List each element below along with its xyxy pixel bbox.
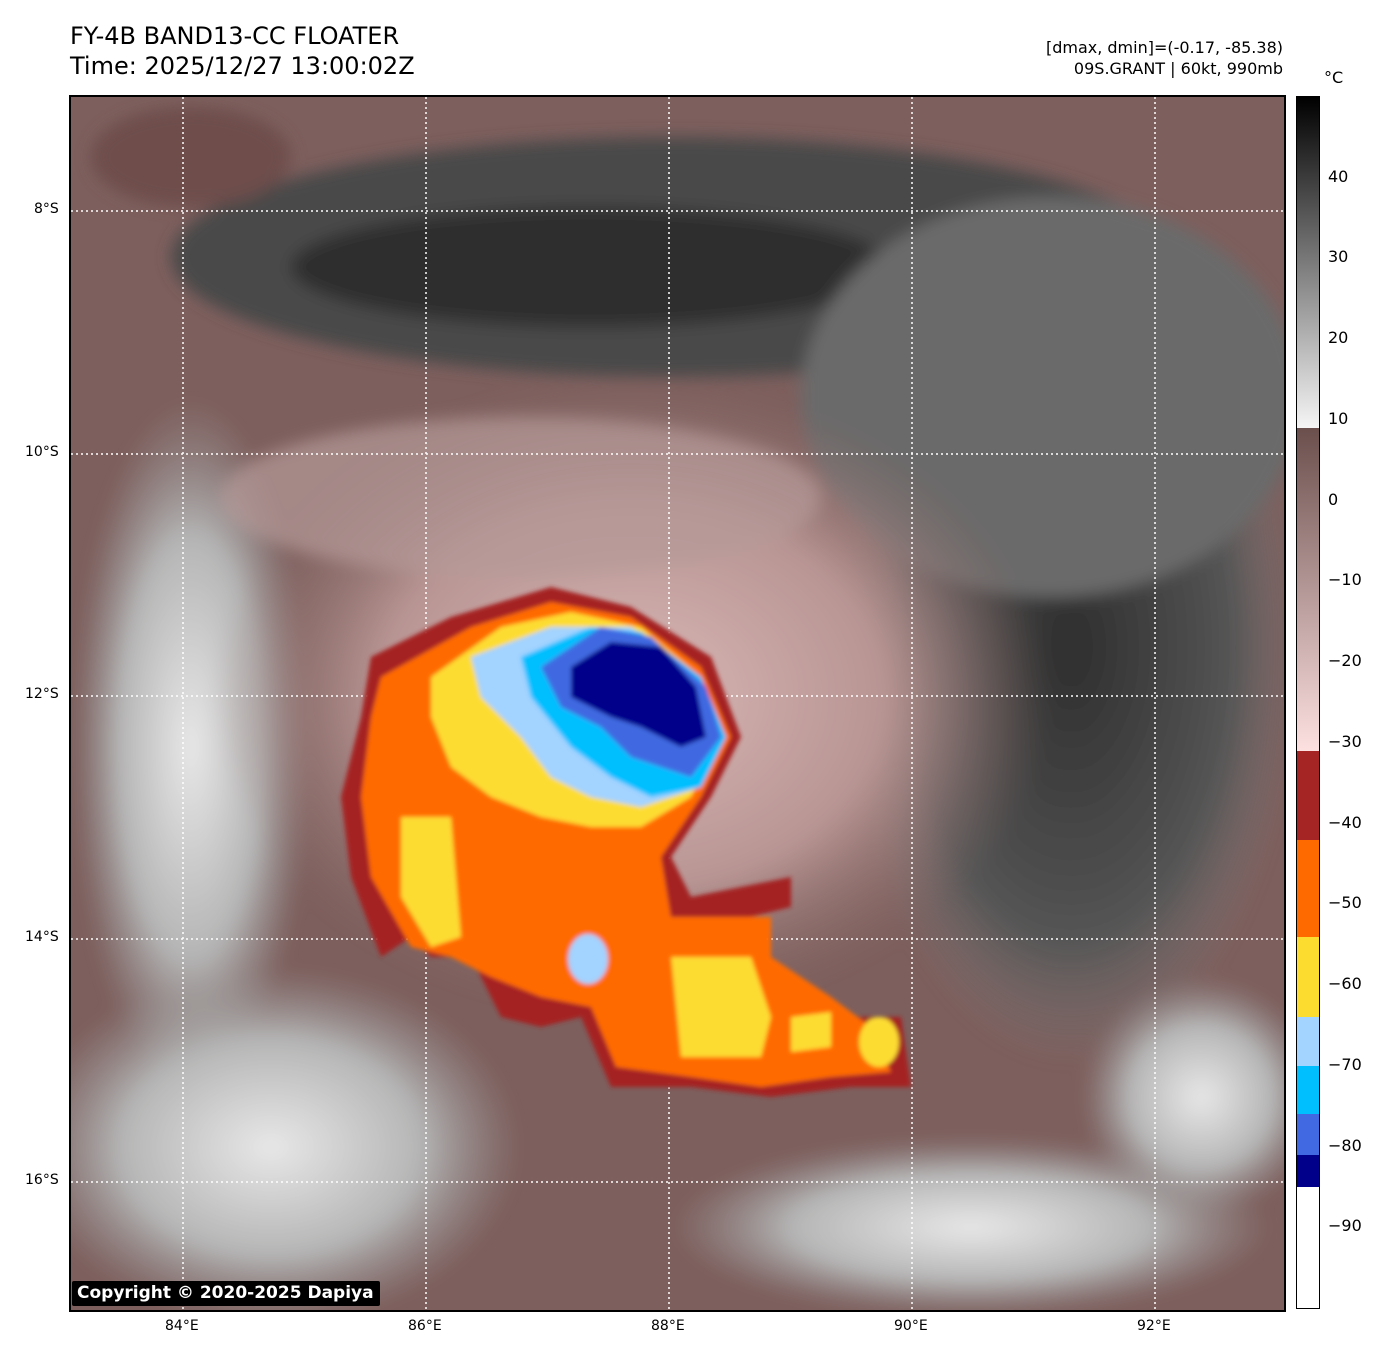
range-info: [dmax, dmin]=(-0.17, -85.38) <box>1045 38 1283 57</box>
colorbar-tick: −20 <box>1328 651 1362 671</box>
product-title: FY-4B BAND13-CC FLOATER <box>70 22 400 50</box>
satellite-imagery <box>21 97 1321 1327</box>
lon-tick: 86°E <box>408 1318 442 1334</box>
colorbar-segment <box>1297 1065 1319 1115</box>
lat-tick: 16°S <box>25 1172 59 1188</box>
colorbar-tick: 0 <box>1328 489 1339 509</box>
colorbar-segment <box>1297 1017 1319 1066</box>
colorbar-segment <box>1297 97 1319 428</box>
colorbar-segment <box>1297 1154 1319 1187</box>
colorbar-tick: −10 <box>1328 570 1362 590</box>
colorbar-tick: −70 <box>1328 1054 1362 1074</box>
lat-tick: 14°S <box>25 929 59 945</box>
colorbar-tick: −60 <box>1328 974 1362 994</box>
colorbar-segment <box>1297 839 1319 937</box>
colorbar-segment <box>1297 1114 1319 1155</box>
colorbar-tick: −80 <box>1328 1135 1362 1155</box>
lon-tick: 90°E <box>894 1318 928 1334</box>
lat-tick: 10°S <box>25 444 59 460</box>
copyright-label: Copyright © 2020-2025 Dapiya <box>72 1281 380 1306</box>
colorbar-segment <box>1297 750 1319 840</box>
lat-tick: 8°S <box>34 201 59 217</box>
colorbar-tick: −40 <box>1328 812 1362 832</box>
storm-info: 09S.GRANT | 60kt, 990mb <box>1073 59 1283 78</box>
timestamp: Time: 2025/12/27 13:00:02Z <box>70 52 415 80</box>
lat-tick: 12°S <box>25 686 59 702</box>
colorbar-tick: 40 <box>1328 166 1349 186</box>
colorbar-tick: 20 <box>1328 328 1349 348</box>
lon-tick: 84°E <box>165 1318 199 1334</box>
colorbar-unit: °C <box>1324 68 1344 87</box>
satellite-map: Copyright © 2020-2025 Dapiya <box>21 95 1321 1327</box>
colorbar-tick: 10 <box>1328 408 1349 428</box>
colorbar-tick: −30 <box>1328 731 1362 751</box>
colorbar-tick: −90 <box>1328 1216 1362 1236</box>
lon-tick: 88°E <box>651 1318 685 1334</box>
colorbar-tick: −50 <box>1328 893 1362 913</box>
lon-tick: 92°E <box>1137 1318 1171 1334</box>
convective-core <box>341 587 911 1097</box>
colorbar-tick: 30 <box>1328 247 1349 267</box>
colorbar-segment <box>1297 1186 1319 1308</box>
colorbar <box>1296 96 1320 1309</box>
colorbar-segment <box>1297 936 1319 1018</box>
colorbar-segment <box>1297 428 1319 751</box>
